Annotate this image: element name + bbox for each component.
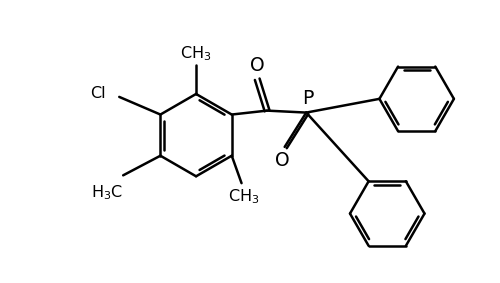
Text: Cl: Cl xyxy=(90,86,106,101)
Text: CH$_3$: CH$_3$ xyxy=(228,187,259,206)
Text: O: O xyxy=(250,56,264,75)
Text: P: P xyxy=(302,89,314,108)
Text: H$_3$C: H$_3$C xyxy=(92,183,124,202)
Text: O: O xyxy=(276,151,290,170)
Text: CH$_3$: CH$_3$ xyxy=(180,44,212,63)
